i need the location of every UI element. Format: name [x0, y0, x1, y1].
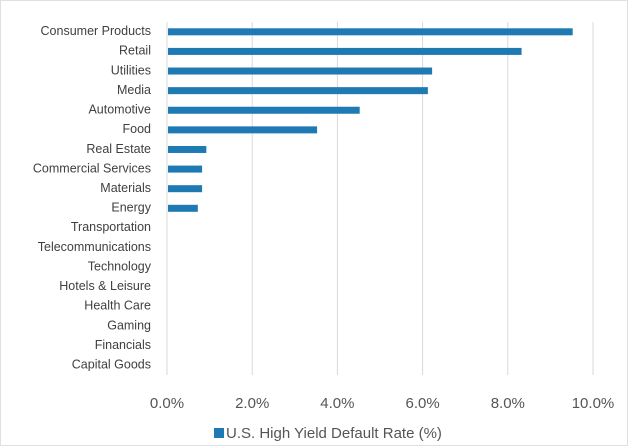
y-tick-label: Commercial Services	[33, 161, 151, 175]
y-tick-label: Consumer Products	[41, 24, 151, 38]
y-tick-label: Energy	[111, 201, 151, 215]
bar	[168, 204, 198, 212]
x-tick-label: 6.0%	[405, 395, 439, 412]
y-tick-label: Utilities	[111, 63, 151, 77]
x-tick-label: 2.0%	[235, 395, 269, 412]
x-tick-label: 8.0%	[491, 395, 525, 412]
y-tick-label: Hotels & Leisure	[59, 279, 151, 293]
x-tick-label: 0.0%	[150, 395, 184, 412]
y-tick-label: Food	[123, 122, 152, 136]
bar	[168, 185, 203, 193]
y-tick-label: Retail	[119, 44, 151, 58]
bar	[168, 145, 207, 153]
x-tick-label: 10.0%	[572, 395, 615, 412]
y-tick-label: Capital Goods	[72, 357, 151, 371]
y-tick-label: Transportation	[71, 220, 151, 234]
legend-swatch	[214, 428, 224, 438]
y-tick-label: Telecommunications	[38, 240, 151, 254]
bar	[168, 126, 318, 134]
y-tick-label: Real Estate	[86, 142, 151, 156]
y-tick-label: Health Care	[84, 299, 151, 313]
x-tick-label: 4.0%	[320, 395, 354, 412]
bar	[168, 47, 522, 55]
legend-label: U.S. High Yield Default Rate (%)	[226, 425, 442, 442]
y-tick-label: Automotive	[88, 103, 151, 117]
y-tick-label: Financials	[95, 338, 151, 352]
bar	[168, 106, 360, 114]
y-tick-label: Gaming	[107, 318, 151, 332]
y-tick-label: Materials	[100, 181, 151, 195]
bar	[168, 87, 428, 95]
bar	[168, 28, 573, 36]
y-tick-label: Technology	[88, 259, 152, 273]
bar	[168, 165, 203, 173]
y-tick-label: Media	[117, 83, 151, 97]
bar	[168, 67, 433, 75]
